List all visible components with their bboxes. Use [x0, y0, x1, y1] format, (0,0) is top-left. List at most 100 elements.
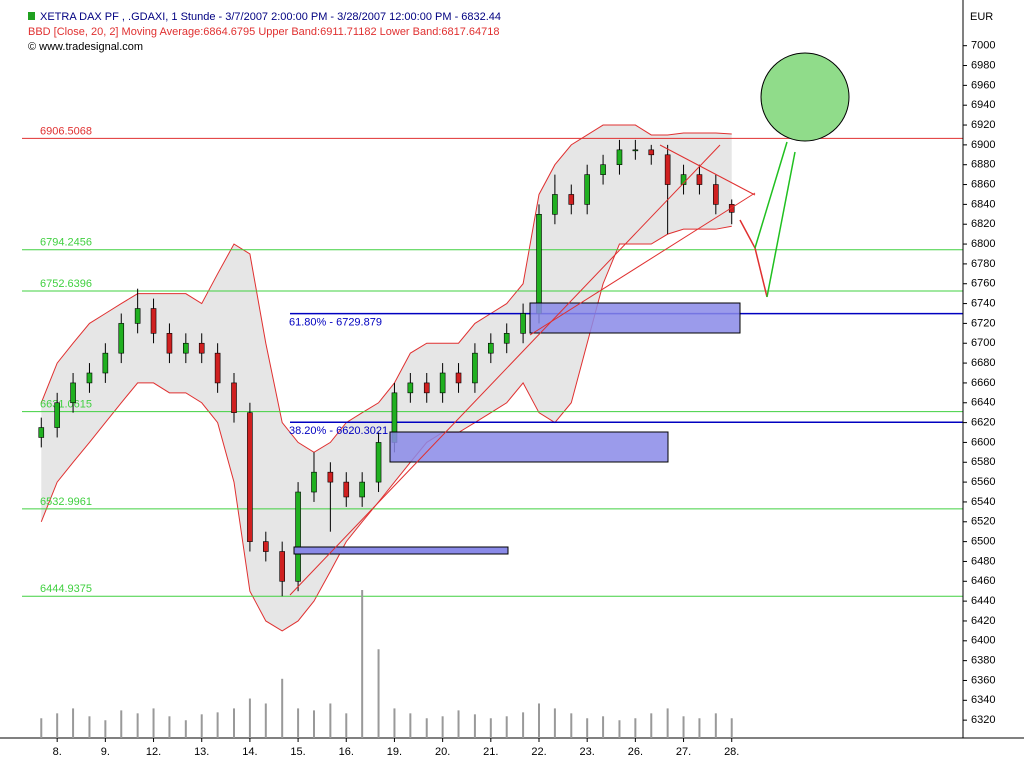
y-tick-label: 6620 — [971, 416, 995, 428]
level-label: 6906.5068 — [40, 125, 92, 137]
candle-body — [247, 412, 253, 542]
y-tick-label: 6800 — [971, 238, 995, 250]
y-tick-label: 6400 — [971, 635, 995, 647]
zone-box — [293, 546, 509, 555]
trend-line — [529, 192, 756, 336]
x-tick-label: 26. — [628, 746, 643, 758]
x-tick-label: 9. — [101, 746, 110, 758]
x-tick-label: 21. — [483, 746, 498, 758]
currency: EUR — [970, 11, 993, 23]
y-tick-label: 6960 — [971, 79, 995, 91]
candle-body — [150, 308, 157, 334]
x-tick-label: 20. — [435, 746, 450, 758]
candle-body — [552, 194, 558, 215]
y-tick-label: 6940 — [971, 99, 995, 111]
candle-body — [54, 402, 60, 428]
candle-body — [118, 323, 125, 354]
annotations — [289, 52, 850, 596]
x-tick-label: 16. — [339, 746, 354, 758]
candle-body — [311, 471, 317, 493]
candle-body — [455, 372, 462, 384]
level-label: 6532.9961 — [40, 496, 92, 508]
candle-body — [343, 481, 350, 498]
candle-body — [70, 382, 76, 404]
y-tick-label: 6840 — [971, 198, 995, 210]
header: XETRA DAX PF , .GDAXI, 1 Stunde - 3/7/20… — [40, 11, 501, 23]
y-tick-label: 6500 — [971, 536, 995, 548]
target-circle — [760, 52, 850, 142]
candle-body — [584, 174, 590, 205]
candle-body — [134, 308, 141, 324]
trend-line — [659, 144, 756, 196]
level-label: 6631.0615 — [40, 399, 92, 411]
candle-body — [263, 541, 269, 552]
x-tick-label: 13. — [194, 746, 209, 758]
y-tick-label: 6920 — [971, 119, 995, 131]
green-arrow — [766, 151, 796, 298]
x-tick-label: 8. — [53, 746, 62, 758]
level-label: 6444.9375 — [40, 583, 92, 595]
candle-body — [166, 333, 173, 354]
candle-body — [198, 342, 205, 354]
x-tick-label: 19. — [387, 746, 402, 758]
level-label: 6752.6396 — [40, 278, 92, 290]
candle-body — [503, 333, 510, 344]
y-tick-label: 7000 — [971, 40, 995, 52]
x-tick-label: 12. — [146, 746, 161, 758]
trend-line — [289, 144, 721, 596]
x-tick-label: 15. — [290, 746, 305, 758]
zone-box — [529, 302, 741, 334]
y-tick-label: 6860 — [971, 178, 995, 190]
candle-body — [713, 184, 719, 205]
copyright: © www.tradesignal.com — [28, 41, 143, 53]
upper-band — [40, 124, 732, 453]
candle-body — [38, 427, 45, 438]
y-tick-label: 6880 — [971, 159, 995, 171]
x-tick-label: 23. — [580, 746, 595, 758]
candle-body — [279, 551, 285, 582]
candle-body — [359, 481, 365, 498]
y-tick-label: 6720 — [971, 317, 995, 329]
y-tick-label: 6780 — [971, 258, 995, 270]
candle-body — [86, 372, 93, 384]
y-tick-label: 6580 — [971, 456, 995, 468]
x-tick-label: 27. — [676, 746, 691, 758]
candle-body — [375, 442, 382, 483]
y-tick-label: 6420 — [971, 615, 995, 627]
candle-body — [600, 164, 606, 175]
x-tick-label: 28. — [724, 746, 739, 758]
candle-body — [327, 471, 334, 483]
y-tick-label: 6680 — [971, 357, 995, 369]
fib-label: 61.80% - 6729.879 — [289, 317, 382, 329]
candle-body — [664, 154, 671, 185]
y-tick-label: 6360 — [971, 674, 995, 686]
candle-body — [231, 382, 237, 413]
y-tick-label: 6600 — [971, 436, 995, 448]
y-tick-label: 6700 — [971, 337, 995, 349]
candle-body — [214, 352, 221, 384]
y-tick-label: 6380 — [971, 655, 995, 667]
candle-body — [488, 342, 494, 354]
candle-body — [728, 204, 735, 213]
candle-body — [568, 194, 575, 205]
y-tick-label: 6540 — [971, 496, 995, 508]
y-tick-label: 6480 — [971, 555, 995, 567]
candle-body — [423, 382, 430, 394]
y-tick-label: 6560 — [971, 476, 995, 488]
candle-body — [520, 313, 526, 334]
candle-body — [439, 372, 446, 394]
y-tick-label: 6520 — [971, 516, 995, 528]
y-tick-label: 6340 — [971, 694, 995, 706]
y-tick-label: 6440 — [971, 595, 995, 607]
candle-body — [536, 214, 542, 314]
candle-body — [616, 149, 623, 166]
level-label: 6794.2456 — [40, 237, 92, 249]
candle-body — [295, 491, 301, 582]
y-tick-label: 6900 — [971, 139, 995, 151]
candle-body — [183, 342, 189, 354]
icon — [28, 12, 35, 20]
candle-body — [407, 382, 414, 394]
y-tick-label: 6760 — [971, 278, 995, 290]
zone-box — [389, 431, 669, 463]
